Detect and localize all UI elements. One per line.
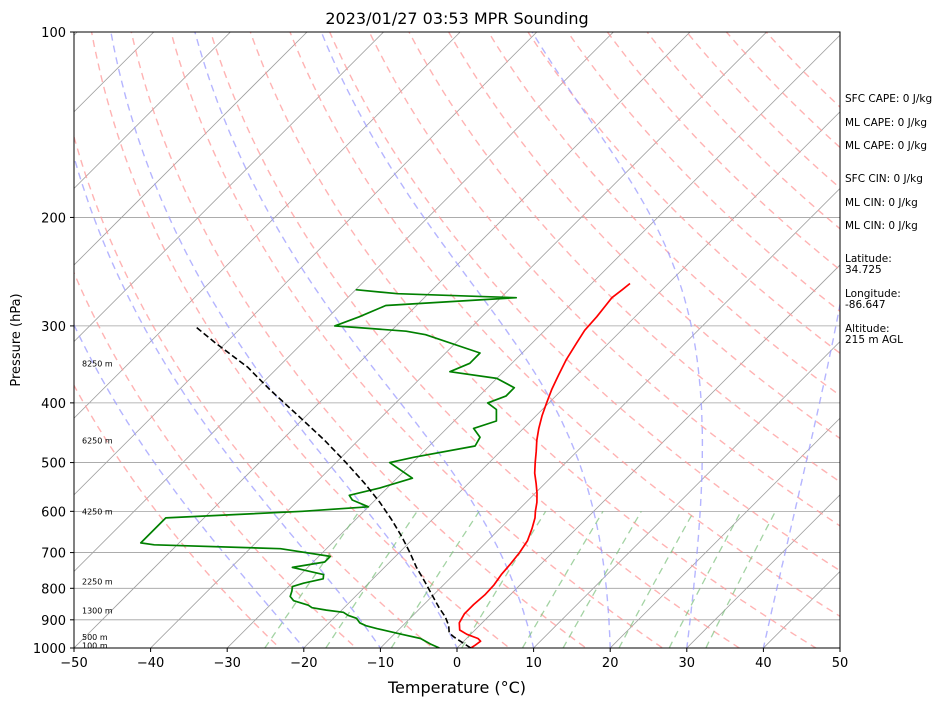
ml-cape-text: ML CAPE: 0 J/kg [845,117,928,129]
background-grid [74,32,840,648]
dewpoint-line [139,288,518,648]
height-label: 500 m [82,633,108,642]
dry-adiabat-line [249,32,818,648]
sfc-cin-text: SFC CIN: 0 J/kg [845,173,923,185]
longitude-value: -86.647 [845,299,886,311]
y-tick-label: 700 [41,547,66,562]
dry-adiabat-line [74,271,358,648]
moist-adiabat-line [531,32,704,648]
dry-adiabat-line [487,32,840,397]
x-tick-label: −10 [367,656,394,671]
altitude-value: 215 m AGL [845,334,903,346]
x-tick-label: 30 [679,656,696,671]
isotherm-line [150,32,768,648]
dry-adiabat-line [368,32,840,527]
isotherm-line [74,32,538,496]
isotherm-line [74,32,308,266]
dry-adiabat-line [289,32,840,618]
y-tick-label: 900 [41,614,66,629]
mixing-ratio-line [618,510,695,648]
dry-adiabat-line [130,32,588,648]
mixing-ratio-line [390,510,480,648]
y-tick-label: 600 [41,505,66,520]
y-tick-label: 100 [41,26,66,41]
y-axis-title: Pressure (hPa) [9,293,24,386]
ml-cin-text-2: ML CIN: 0 J/kg [845,220,918,232]
y-tick-label: 800 [41,582,66,597]
dry-adiabat-line [329,32,840,572]
isotherm-line [74,32,385,343]
mixing-ratio-line [668,510,742,648]
isotherm-line [303,111,840,648]
parcel-path-line [194,325,472,648]
height-label: 1300 m [82,607,113,616]
isotherm-line [74,32,461,419]
x-tick-label: 20 [602,656,619,671]
x-tick-label: −20 [290,656,317,671]
mixing-ratio-line [264,510,360,648]
dry-adiabat-line [74,383,281,648]
dry-adiabat-line [408,32,840,483]
dry-adiabat-line [74,134,435,648]
longitude-label: Longitude: [845,288,901,300]
x-tick-label: 10 [525,656,542,671]
x-tick-label: −40 [137,656,164,671]
profile-lines [139,282,631,648]
isotherm-line [74,32,231,189]
moist-adiabat-line [110,32,458,648]
isotherm-line [74,32,691,648]
latitude-label: Latitude: [845,253,892,265]
isotherm-line [533,341,840,648]
isotherm-line [609,417,840,648]
isotherm-line [686,494,840,648]
x-tick-label: −30 [213,656,240,671]
chart-title: 2023/01/27 03:53 MPR Sounding [325,9,588,28]
mixing-ratio-line [705,510,777,648]
x-axis-title: Temperature (°C) [387,678,526,697]
isotherm-line [379,187,840,648]
mixing-ratio-line [461,510,547,648]
moist-adiabat-line [74,154,382,648]
mixing-ratio-line [521,510,604,648]
plot-frame [73,31,841,649]
height-label: 6250 m [82,436,113,445]
x-tick-label: 40 [755,656,772,671]
dry-adiabat-line [90,32,511,648]
y-tick-label: 1000 [33,642,66,657]
dry-adiabat-line [448,32,840,440]
latitude-value: 34.725 [845,264,882,276]
dry-adiabat-line [170,32,664,648]
x-tick-label: −50 [60,656,87,671]
height-label: 4250 m [82,507,113,516]
y-tick-label: 500 [41,457,66,472]
x-tick-label: 50 [832,656,849,671]
height-label: 100 m [82,641,108,650]
mixing-ratio-line [562,510,642,648]
x-tick-label: 0 [453,656,461,671]
sfc-cape-text: SFC CAPE: 0 J/kg [845,93,933,105]
moist-adiabat-line [74,323,305,648]
height-label: 2250 m [82,578,113,587]
isotherm-line [74,32,614,572]
isotherm-line [226,34,840,648]
moist-adiabat-line [320,32,611,648]
temperature-line [458,282,631,648]
ml-cape-text-2: ML CAPE: 0 J/kg [845,140,928,152]
altitude-label: Altitude: [845,323,890,335]
dry-adiabat-line [209,32,741,648]
ml-cin-text: ML CIN: 0 J/kg [845,197,918,209]
moist-adiabat-line [194,32,535,648]
y-tick-label: 300 [41,320,66,335]
height-label: 8250 m [82,359,113,368]
y-tick-label: 400 [41,397,66,412]
axes: −50 −40 −30 −20 −10 0 10 20 30 40 50 1000 900 800 700 6… [33,26,848,671]
y-tick-label: 200 [41,211,66,226]
isotherm-line [456,264,840,648]
